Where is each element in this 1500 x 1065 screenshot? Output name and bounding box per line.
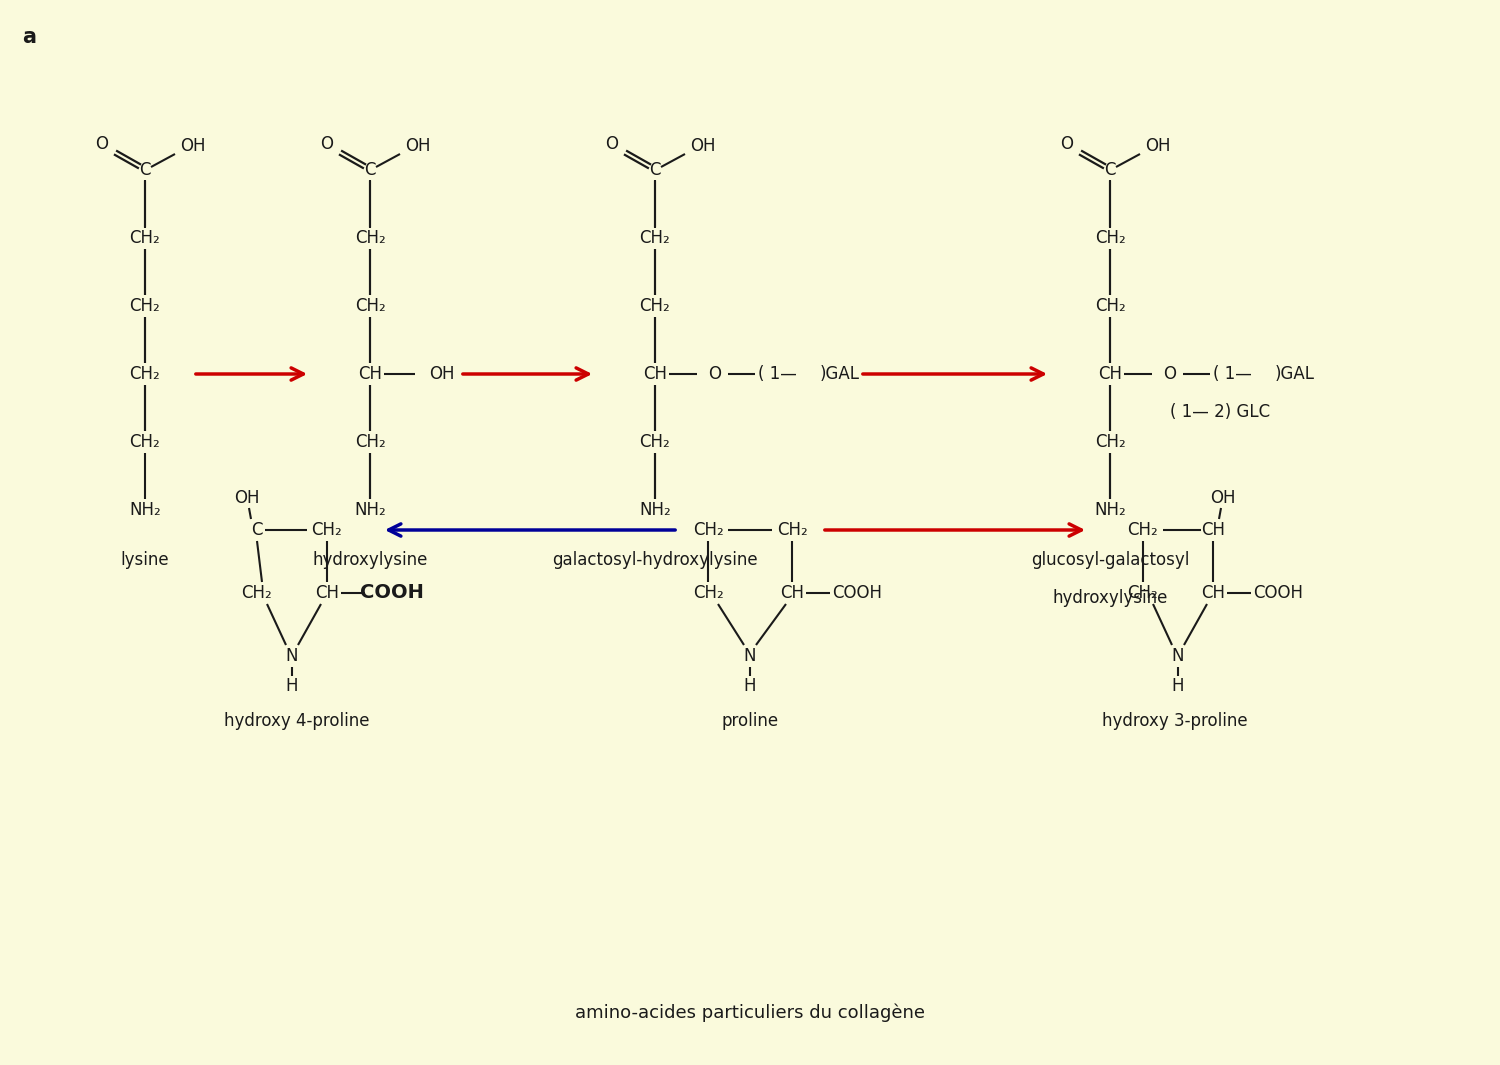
Text: CH₂: CH₂ — [1095, 297, 1125, 315]
Text: OH: OH — [405, 137, 430, 155]
Text: CH₂: CH₂ — [639, 229, 670, 247]
Text: CH₂: CH₂ — [129, 229, 160, 247]
Text: O: O — [1164, 365, 1176, 383]
Text: CH₂: CH₂ — [1095, 433, 1125, 450]
Text: COOH: COOH — [360, 584, 424, 603]
Text: CH₂: CH₂ — [129, 297, 160, 315]
Text: O: O — [606, 135, 618, 153]
Text: CH₂: CH₂ — [777, 521, 807, 539]
Text: C: C — [140, 161, 150, 179]
Text: C: C — [251, 521, 262, 539]
Text: CH₂: CH₂ — [354, 229, 386, 247]
Text: CH₂: CH₂ — [639, 297, 670, 315]
Text: O: O — [321, 135, 333, 153]
Text: NH₂: NH₂ — [639, 501, 670, 519]
Text: CH₂: CH₂ — [1128, 521, 1158, 539]
Text: ( 1—: ( 1— — [1212, 365, 1251, 383]
Text: a: a — [22, 27, 36, 47]
Text: hydroxylysine: hydroxylysine — [1053, 589, 1167, 607]
Text: )GAL: )GAL — [821, 365, 860, 383]
Text: O: O — [96, 135, 108, 153]
Text: H: H — [1172, 677, 1185, 695]
Text: ( 1— 2) GLC: ( 1— 2) GLC — [1170, 403, 1270, 421]
Text: amino-acides particuliers du collagène: amino-acides particuliers du collagène — [574, 1003, 926, 1022]
Text: lysine: lysine — [120, 551, 170, 569]
Text: CH: CH — [358, 365, 382, 383]
Text: OH: OH — [180, 137, 206, 155]
Text: OH: OH — [1144, 137, 1170, 155]
Text: CH₂: CH₂ — [639, 433, 670, 450]
Text: CH₂: CH₂ — [693, 521, 723, 539]
Text: OH: OH — [429, 365, 454, 383]
Text: hydroxylysine: hydroxylysine — [312, 551, 428, 569]
Text: COOH: COOH — [1252, 584, 1304, 602]
Text: CH₂: CH₂ — [129, 365, 160, 383]
Text: H: H — [744, 677, 756, 695]
Text: C: C — [650, 161, 660, 179]
Text: CH: CH — [644, 365, 668, 383]
Text: CH₂: CH₂ — [354, 297, 386, 315]
Text: N: N — [1172, 648, 1185, 665]
Text: CH: CH — [1202, 584, 1225, 602]
Text: N: N — [285, 648, 298, 665]
Text: galactosyl-hydroxylysine: galactosyl-hydroxylysine — [552, 551, 758, 569]
Text: hydroxy 3-proline: hydroxy 3-proline — [1102, 712, 1248, 730]
Text: CH₂: CH₂ — [354, 433, 386, 450]
Text: NH₂: NH₂ — [1094, 501, 1126, 519]
Text: CH₂: CH₂ — [693, 584, 723, 602]
Text: CH₂: CH₂ — [312, 521, 342, 539]
Text: COOH: COOH — [833, 584, 882, 602]
Text: OH: OH — [234, 489, 260, 507]
Text: )GAL: )GAL — [1275, 365, 1316, 383]
Text: glucosyl-galactosyl: glucosyl-galactosyl — [1030, 551, 1190, 569]
Text: O: O — [708, 365, 722, 383]
Text: CH₂: CH₂ — [242, 584, 273, 602]
Text: hydroxy 4-proline: hydroxy 4-proline — [225, 712, 369, 730]
Text: CH: CH — [315, 584, 339, 602]
Text: CH: CH — [1098, 365, 1122, 383]
Text: CH₂: CH₂ — [1128, 584, 1158, 602]
Text: C: C — [1104, 161, 1116, 179]
Text: N: N — [744, 648, 756, 665]
Text: CH: CH — [780, 584, 804, 602]
Text: C: C — [364, 161, 375, 179]
Text: CH₂: CH₂ — [129, 433, 160, 450]
Text: CH: CH — [1202, 521, 1225, 539]
Text: CH₂: CH₂ — [1095, 229, 1125, 247]
Text: ( 1—: ( 1— — [758, 365, 796, 383]
Text: H: H — [285, 677, 298, 695]
Text: NH₂: NH₂ — [129, 501, 160, 519]
Text: NH₂: NH₂ — [354, 501, 386, 519]
Text: OH: OH — [1210, 489, 1236, 507]
Text: OH: OH — [690, 137, 715, 155]
Text: proline: proline — [722, 712, 778, 730]
Text: O: O — [1060, 135, 1074, 153]
